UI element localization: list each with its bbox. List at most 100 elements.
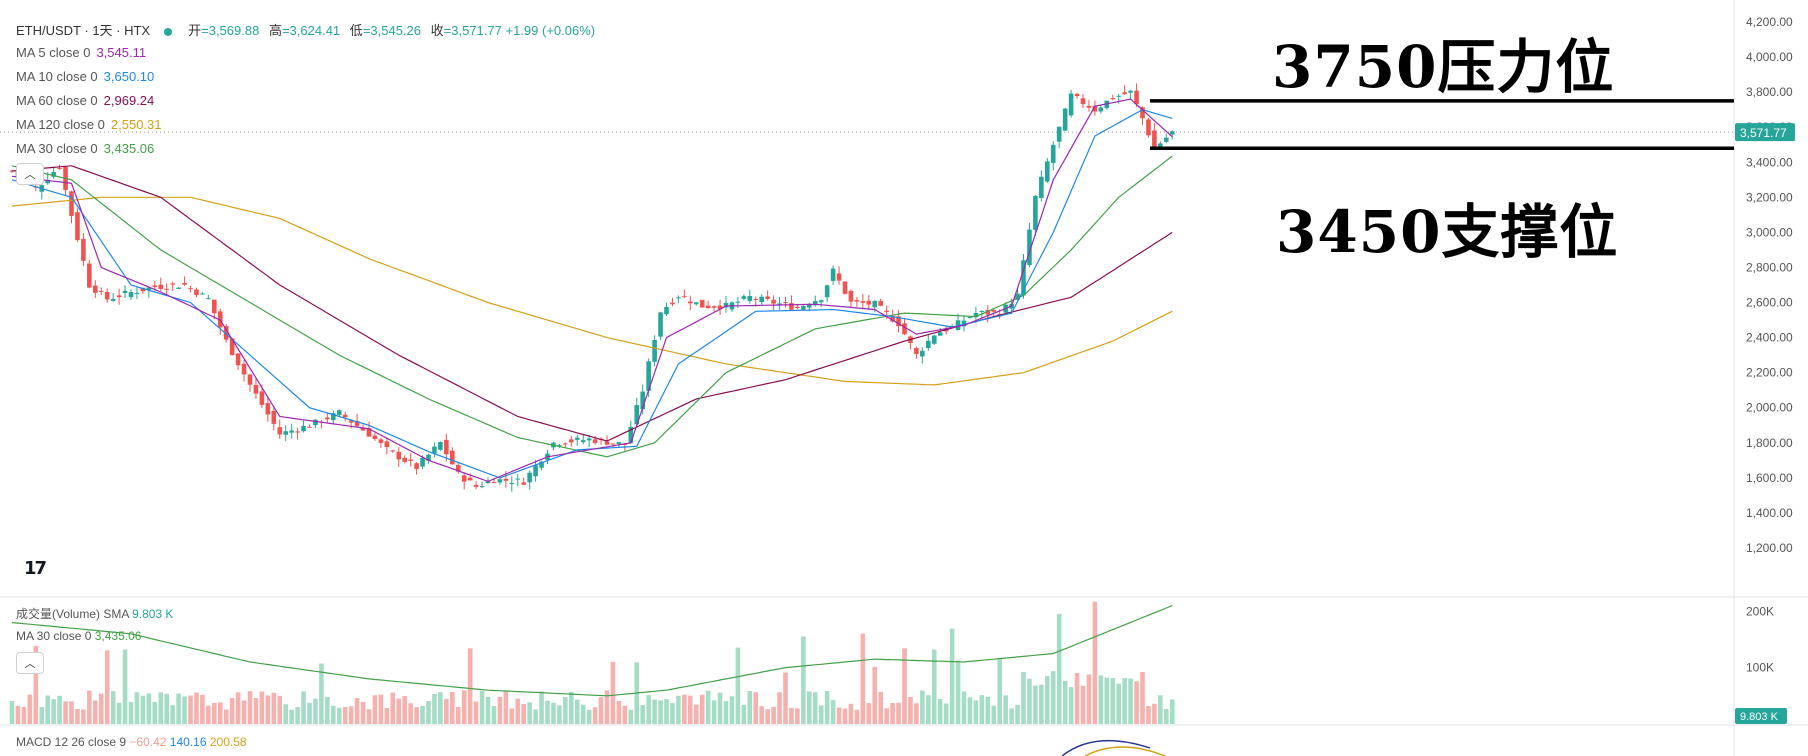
volume-sma-line [11,605,1173,697]
candle-body [1062,108,1068,131]
volume-bar [396,698,402,724]
volume-bar [759,706,764,724]
volume-bar [1116,683,1121,724]
volume-bar [378,694,384,724]
volume-bar [967,697,973,724]
candle-body [1056,126,1062,142]
volume-bar [884,708,889,724]
candle-body [277,427,283,435]
volume-bar [319,663,324,724]
candle-body [533,465,538,477]
chevron-up-icon: ︿ [24,658,36,670]
indicator-name: MA 10 close 0 [16,69,98,84]
volume-bar [545,700,550,724]
indicator-name: MA 120 close 0 [16,117,105,132]
volume-bar [914,703,919,724]
collapse-indicators-button[interactable]: ︿ [16,163,44,185]
candle-body [527,472,532,483]
volume-bar [15,705,21,724]
candle-body [110,298,116,301]
volume-bar [21,706,27,724]
volume-bar [301,691,306,724]
volume-bar [997,659,1002,724]
y-tick-label: 3,200.00 [1746,190,1793,204]
candle-body [979,310,985,312]
candle-body [717,305,723,310]
volume-bar [973,700,979,724]
volume-bar [920,690,925,724]
volume-bar [479,690,485,724]
candle-body [1033,195,1038,230]
volume-bar [331,705,336,724]
candle-body [432,446,437,454]
candle-body [1110,98,1116,100]
volume-bar [753,692,759,724]
volume-bar [854,709,860,724]
volume-bar [247,691,253,724]
candle-body [1134,90,1139,105]
candle-body [1092,105,1098,112]
candle-body [1074,93,1080,96]
volume-bar [521,704,526,724]
volume-bar [1009,708,1014,724]
volume-bar [616,701,622,724]
y-tick-label: 1,600.00 [1746,471,1793,485]
volume-bar [610,661,616,724]
volume-axis-label: 100K [1746,661,1774,675]
volume-bar [87,690,92,724]
volume-bar [206,705,211,724]
indicator-name: MA 5 close 0 [16,45,91,60]
volume-bar [931,649,937,724]
candle-body [646,361,651,391]
candle-body [420,457,425,467]
volume-bar [896,702,901,724]
candle-body [741,296,747,299]
volume-bar [1045,676,1050,724]
candle-body [830,268,836,281]
volume-bar [1027,678,1032,724]
volume-bar [223,709,229,724]
candle-body [235,353,241,366]
volume-bar [1169,699,1175,724]
volume-bar [1098,675,1104,724]
candle-body [580,440,586,443]
candle-body [985,310,991,315]
volume-bar [801,636,806,724]
volume-bar [455,707,461,724]
volume-bar [812,692,818,724]
volume-bar [461,690,467,724]
candle-body [902,323,907,335]
symbol-legend: ETH/USDT · 1天 · HTX 开=3,569.88 高=3,624.41… [16,20,595,39]
volume-bar [688,695,693,724]
volume-bar [955,660,961,724]
candle-body [313,419,318,426]
candle-body [765,296,770,299]
volume-bar [45,695,50,724]
volume-bar [27,694,33,724]
volume-bar [848,703,854,724]
volume-bar [908,696,913,724]
volume-bar [569,691,574,724]
y-tick-label: 2,600.00 [1746,296,1793,310]
volume-bar [1033,685,1038,724]
macd-line [1061,739,1151,756]
collapse-volume-button[interactable]: ︿ [16,652,44,674]
candle-body [723,302,729,308]
volume-bar [890,702,895,724]
candle-body [1158,143,1163,148]
volume-bar [747,691,753,724]
volume-bar [444,698,449,724]
volume-bar [408,703,413,724]
volume-bar [188,695,193,724]
volume-bar [943,703,949,724]
volume-legend: 成交量(Volume) SMA 9.803 K [16,607,174,621]
volume-badge [1735,708,1787,724]
volume-bar [354,698,360,724]
candle-body [699,299,705,308]
candle-body [890,315,895,322]
volume-bar [1104,677,1110,724]
candle-body [140,287,146,292]
volume-bar [194,692,199,724]
candle-body [682,296,687,298]
indicator-legend-1: MA 10 close 0 3,650.10 [16,69,154,84]
